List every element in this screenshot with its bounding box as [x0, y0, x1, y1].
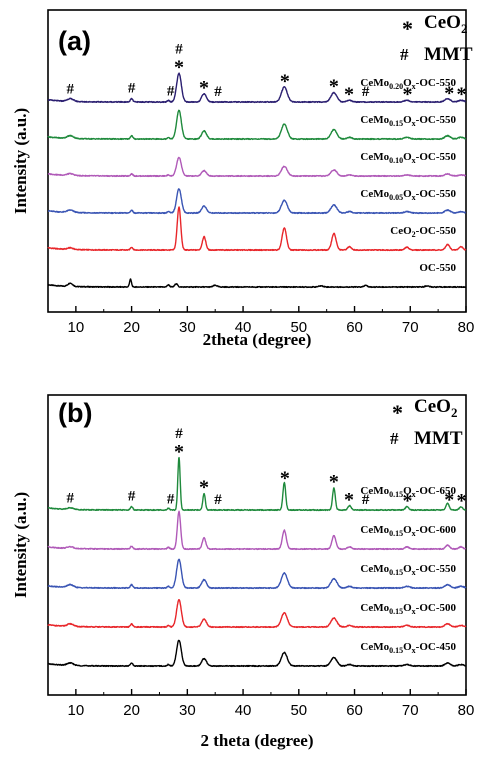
peak-marker: * — [280, 70, 290, 92]
x-tick-label: 80 — [458, 702, 475, 719]
series-label: CeMo0.10Ox-OC-550 — [360, 151, 456, 165]
legend-symbol: * — [392, 400, 403, 425]
chart-panel-a: 10 20 30 40 50 60 70 80 2theta (degree) Intensity… — [11, 9, 475, 349]
series-line-cemo0-15ox-oc-600 — [47, 510, 467, 551]
peak-marker: # — [67, 81, 75, 97]
x-axis-label: 2 theta (degree) — [201, 731, 314, 750]
peak-marker: * — [444, 489, 454, 511]
plot-frame — [47, 394, 467, 696]
peak-marker: * — [444, 82, 454, 104]
legend-entry-label: MMT — [414, 428, 463, 449]
peak-marker: * — [199, 477, 209, 499]
series-line-cemo0-15ox-oc-650 — [47, 456, 467, 512]
series-line-cemo0-10ox-oc-550 — [47, 156, 467, 178]
legend-symbol: # — [390, 429, 399, 448]
series-label: CeO2-OC-550 — [390, 225, 456, 239]
peak-marker: * — [329, 76, 339, 98]
peak-marker: * — [280, 468, 290, 490]
x-tick-label: 10 — [68, 319, 85, 336]
peak-marker: * — [344, 83, 354, 105]
x-tick-label: 70 — [402, 319, 419, 336]
series-line-cemo0-15ox-oc-550 — [47, 109, 467, 141]
peak-marker: # — [214, 84, 222, 100]
x-axis-label: 2theta (degree) — [203, 330, 312, 349]
panel-label: (a) — [58, 26, 91, 56]
series-label: CeMo0.20Ox-OC-550 — [360, 77, 456, 91]
x-tick-label: 30 — [179, 319, 196, 336]
x-tick-label: 60 — [346, 702, 363, 719]
peak-marker: # — [167, 84, 175, 100]
x-tick-label: 40 — [235, 319, 252, 336]
legend-symbol: * — [402, 16, 413, 41]
peak-marker: # — [67, 490, 75, 506]
peak-marker: * — [344, 489, 354, 511]
series-label: CeMo0.15Ox-OC-500 — [360, 602, 456, 616]
panel-label: (b) — [58, 398, 92, 428]
x-tick-label: 60 — [346, 319, 363, 336]
series-line-cemo0-05ox-oc-550 — [47, 188, 467, 215]
peak-marker: * — [402, 83, 412, 105]
peak-marker: # — [128, 81, 136, 97]
plot-frame — [47, 9, 467, 313]
series-label: CeMo0.05Ox-OC-550 — [360, 188, 456, 202]
legend-symbol: # — [400, 45, 409, 64]
y-axis-label: Intensity (a.u.) — [11, 108, 30, 214]
series-line-oc-550 — [47, 278, 467, 289]
series-label: CeMo0.15Ox-OC-550 — [360, 563, 456, 577]
x-tick-label: 20 — [123, 319, 140, 336]
peak-marker: # — [362, 84, 370, 100]
series-line-ceo2-oc-550 — [47, 206, 467, 252]
series-line-cemo0-15ox-oc-500 — [47, 598, 467, 629]
x-tick-label: 50 — [290, 319, 307, 336]
peak-marker: # — [128, 489, 136, 505]
series-label: CeMo0.15Ox-OC-450 — [360, 641, 456, 655]
legend-entry-label: MMT — [424, 44, 473, 65]
peak-marker: * — [457, 83, 467, 105]
peak-marker: # — [175, 41, 183, 57]
x-tick-label: 50 — [290, 702, 307, 719]
x-tick-label: 20 — [123, 702, 140, 719]
chart-panel-b: 10 20 30 40 50 60 70 80 2 theta (degree) Intensit… — [11, 394, 475, 750]
series-label: CeMo0.15Ox-OC-600 — [360, 524, 456, 538]
legend-entry-label: CeO2 — [424, 12, 467, 36]
peak-marker: * — [199, 77, 209, 99]
peak-marker: # — [167, 492, 175, 508]
peak-marker: # — [362, 492, 370, 508]
legend-entry-label: CeO2 — [414, 396, 457, 420]
x-tick-label: 30 — [179, 702, 196, 719]
x-tick-label: 70 — [402, 702, 419, 719]
series-label: OC-550 — [419, 262, 456, 274]
y-axis-label: Intensity (a.u.) — [11, 492, 30, 598]
peak-marker: * — [174, 441, 184, 463]
peak-marker: * — [457, 490, 467, 512]
peak-marker: * — [329, 471, 339, 493]
peak-marker: # — [214, 492, 222, 508]
peak-marker: * — [402, 490, 412, 512]
peak-marker: # — [175, 426, 183, 442]
series-line-cemo0-15ox-oc-550 — [47, 558, 467, 590]
peak-marker: * — [174, 56, 184, 78]
series-line-cemo0-15ox-oc-450 — [47, 639, 467, 668]
series-label: CeMo0.15Ox-OC-550 — [360, 114, 456, 128]
x-tick-label: 10 — [68, 702, 85, 719]
series-line-cemo0-20ox-oc-550 — [47, 72, 467, 104]
x-tick-label: 40 — [235, 702, 252, 719]
x-tick-label: 80 — [458, 319, 475, 336]
series-label: CeMo0.15Ox-OC-650 — [360, 485, 456, 499]
